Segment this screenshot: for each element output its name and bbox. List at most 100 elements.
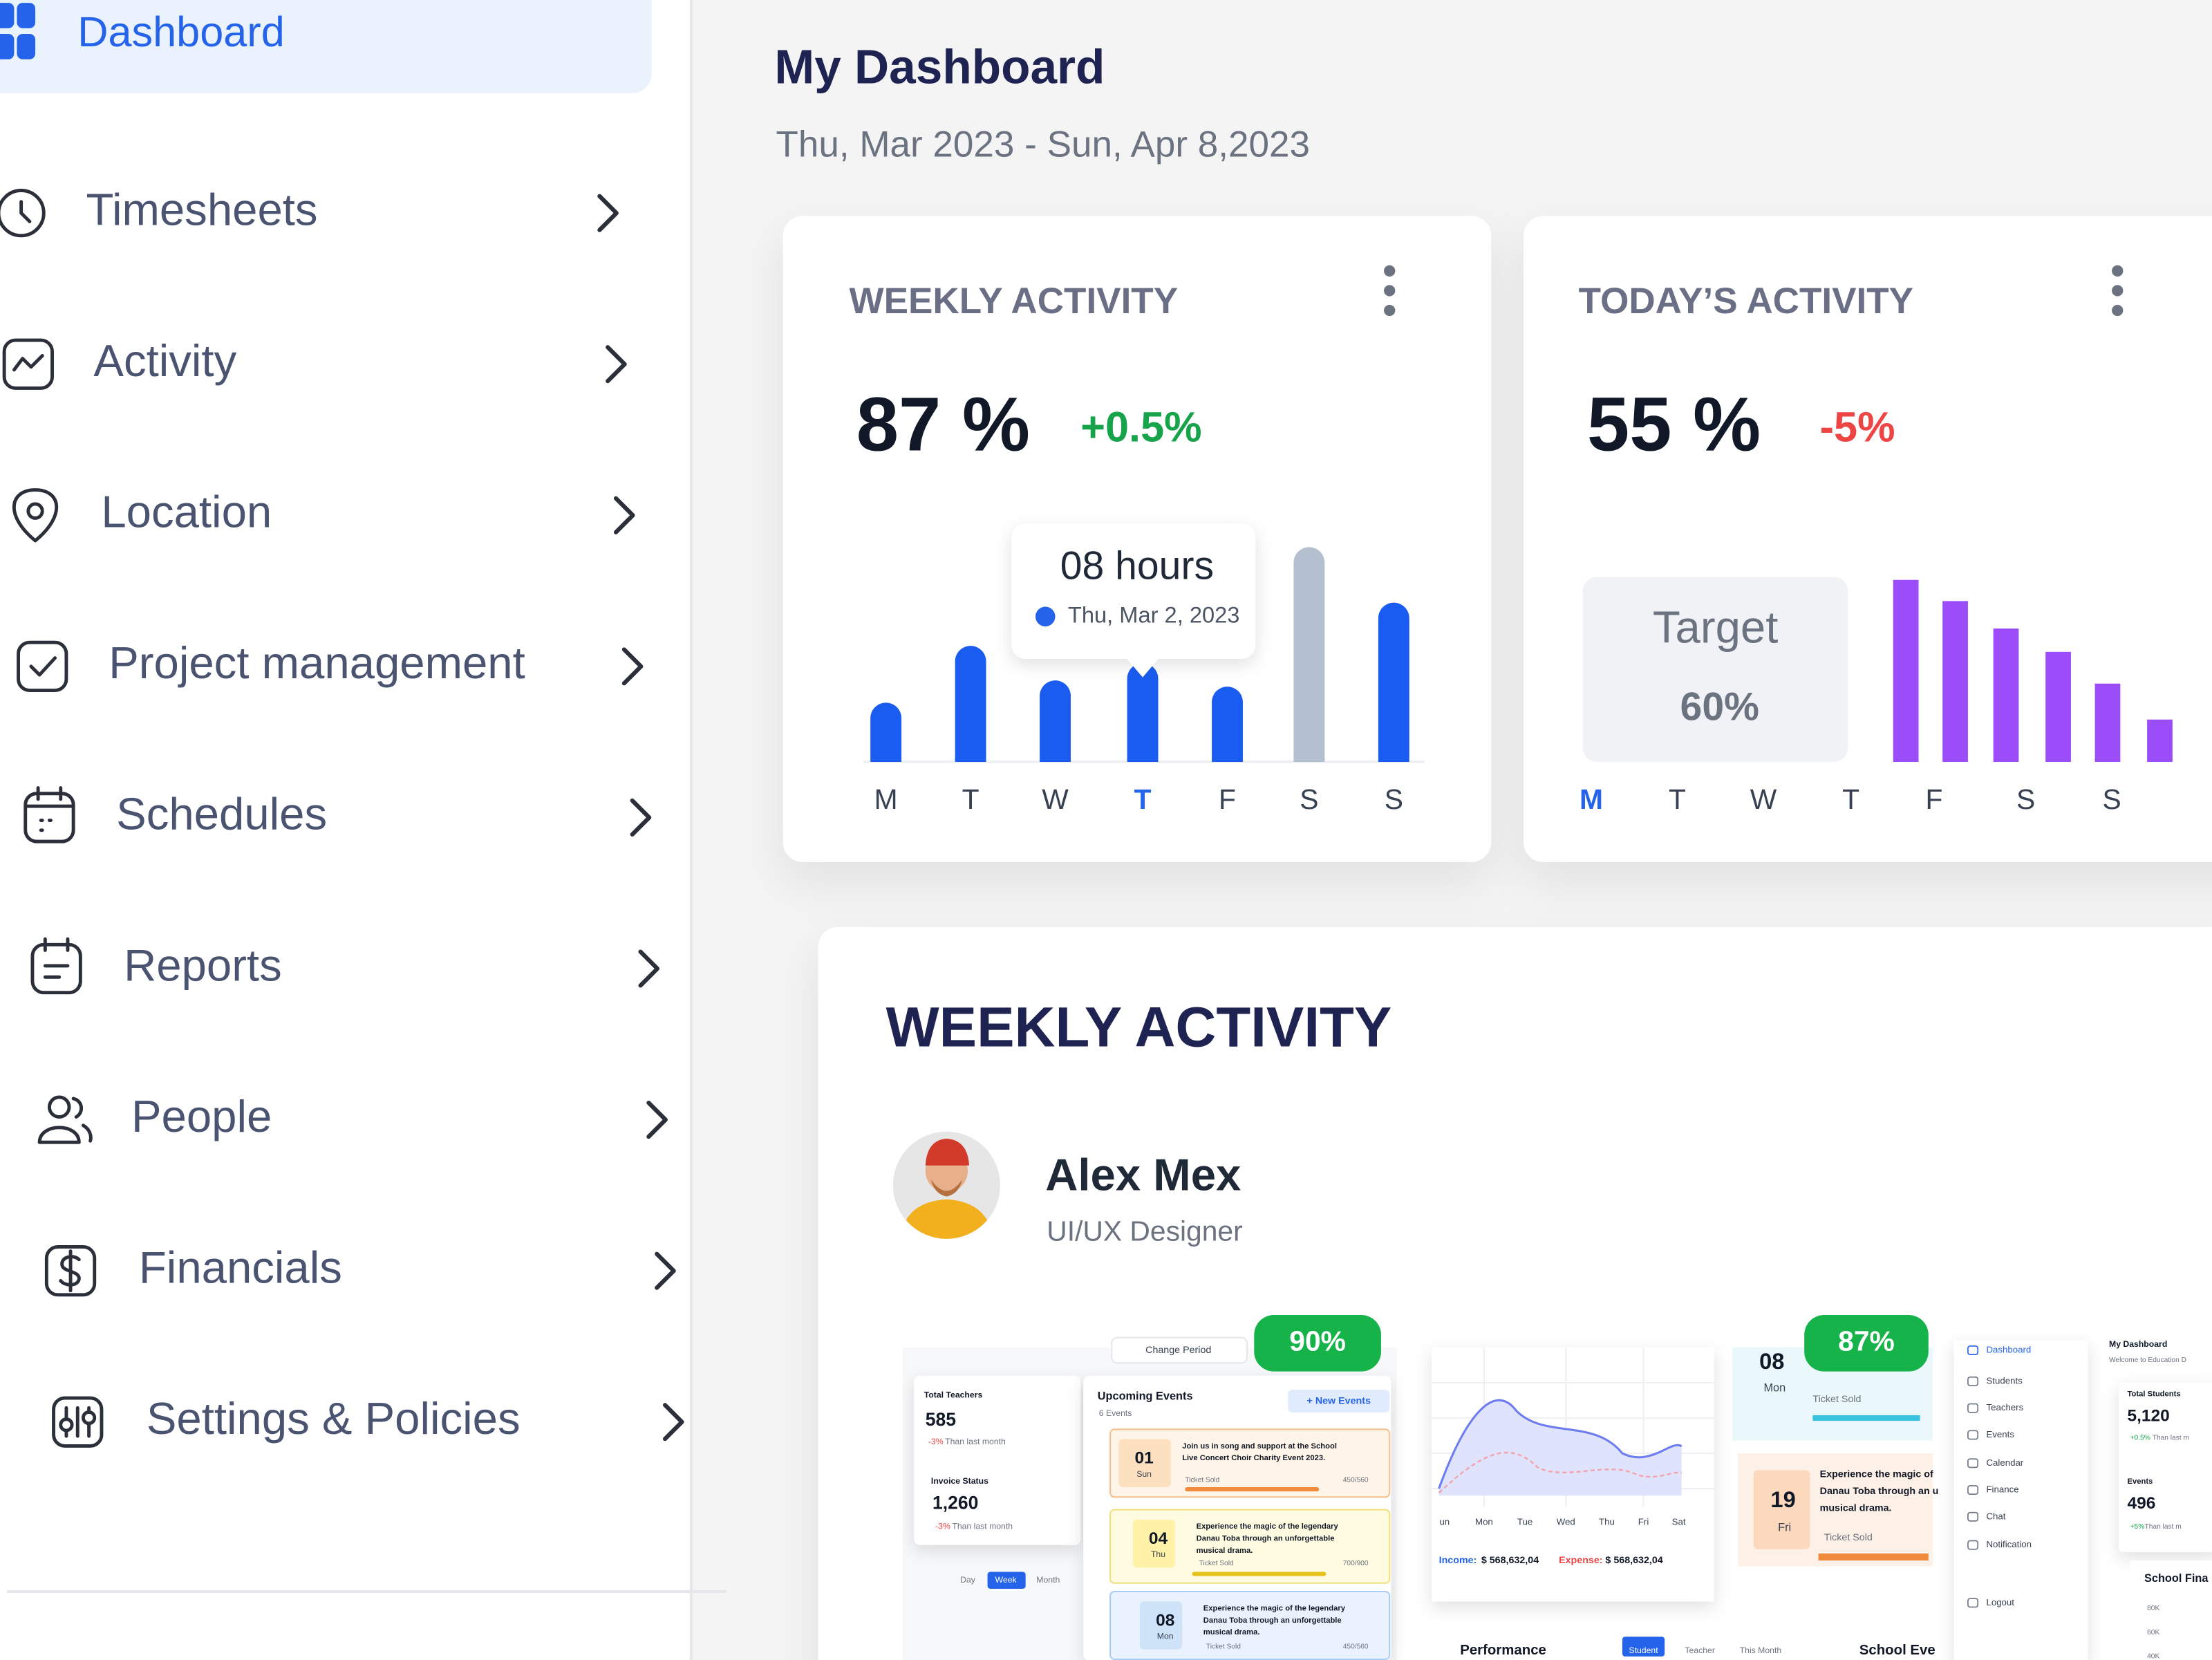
label: Change Period: [1145, 1345, 1211, 1356]
event-card: [1109, 1509, 1391, 1584]
label: Performance: [1460, 1643, 1546, 1658]
card-change: -5%: [1820, 404, 1895, 451]
label: Live Concert Choir Charity Event 2023.: [1182, 1454, 1325, 1462]
card-change: +0.5%: [1080, 404, 1201, 451]
chevron: [638, 949, 660, 988]
label: Experience the magic of the legendary: [1197, 1522, 1339, 1531]
label: Teacher: [1685, 1645, 1715, 1655]
date-range: Thu, Mar 2023 - Sun, Apr 8,2023: [776, 124, 1310, 165]
label: -3%: [935, 1521, 950, 1531]
label: musical drama.: [1197, 1547, 1253, 1555]
nav-item[interactable]: People: [131, 1091, 272, 1141]
chevron: [597, 194, 619, 232]
menu-icon: [1967, 1511, 1979, 1522]
x-tick-label: S: [2016, 783, 2035, 815]
tooltip-value: 08 hours: [1060, 544, 1214, 588]
stats-panel: [914, 1375, 1081, 1545]
bar: [1993, 628, 2019, 763]
x-tick-label: W: [1042, 783, 1069, 815]
menu-dots[interactable]: [1384, 265, 1396, 317]
label: Experience the magic of: [1820, 1468, 1933, 1480]
date-box: [1118, 1439, 1171, 1488]
nav-icon: [17, 640, 68, 693]
section-title: WEEKLY ACTIVITY: [886, 996, 1392, 1059]
x-tick-label: S: [2102, 783, 2121, 815]
card-value: 87 %: [856, 382, 1030, 467]
progress: [1818, 1553, 1929, 1561]
label: Notification: [1986, 1539, 2032, 1549]
menu-icon: [1967, 1598, 1979, 1608]
nav-item[interactable]: Schedules: [116, 789, 327, 839]
label: Mon: [1475, 1517, 1493, 1527]
change-period[interactable]: [1111, 1336, 1248, 1364]
nav-item[interactable]: Settings & Policies: [147, 1393, 521, 1444]
nav-item[interactable]: Location: [101, 487, 272, 537]
nav-item[interactable]: Timesheets: [86, 184, 318, 234]
chevron: [646, 1101, 668, 1139]
nav-item[interactable]: Project management: [109, 637, 525, 688]
active-tab[interactable]: [1622, 1636, 1665, 1657]
label: Ticket Sold: [1812, 1394, 1861, 1405]
preview-line: [1438, 1451, 1682, 1494]
tooltip-date: Thu, Mar 2, 2023: [1068, 601, 1240, 627]
label: Dashboard: [1986, 1345, 2031, 1355]
label: Than last m: [2153, 1434, 2189, 1442]
menu-icon: [1967, 1540, 1979, 1550]
chevron: [662, 1403, 684, 1442]
preview-line: [1438, 1399, 1683, 1489]
label: Total Teachers: [924, 1390, 983, 1400]
label: 60K: [2147, 1629, 2159, 1636]
nav-item[interactable]: Activity: [93, 335, 236, 386]
label: 450/560: [1343, 1476, 1369, 1484]
label: Month: [1036, 1575, 1060, 1585]
label: Fri: [1638, 1517, 1649, 1527]
label: 700/900: [1343, 1560, 1369, 1567]
label: Welcome to Education D: [2109, 1356, 2186, 1364]
bar: [1942, 601, 1968, 763]
label: Thu: [1151, 1549, 1165, 1559]
nav-icon: [2, 338, 54, 390]
progress: [1192, 1572, 1327, 1576]
label: Danau Toba through an unforgettable: [1203, 1616, 1342, 1625]
target-value: 60%: [1680, 685, 1759, 729]
label: +0.5%: [2130, 1434, 2150, 1442]
new-events-button[interactable]: [1288, 1390, 1390, 1412]
x-tick-label: W: [1750, 783, 1777, 815]
nav-icon: [0, 189, 46, 238]
label: Income:: [1439, 1555, 1477, 1566]
nav-item[interactable]: Reports: [124, 940, 282, 990]
label: $ 568,632,04: [1481, 1555, 1539, 1566]
label: Week: [995, 1575, 1018, 1585]
active-item[interactable]: [0, 0, 652, 93]
menu-dots[interactable]: [2112, 265, 2124, 317]
page-title: My Dashboard: [774, 39, 1105, 93]
x-tick-label: F: [1219, 783, 1236, 815]
label: 80K: [2147, 1605, 2159, 1612]
label: Mon: [1157, 1632, 1174, 1641]
nav-icon: [37, 1095, 93, 1144]
label: un: [1439, 1517, 1450, 1527]
date-box: [1139, 1601, 1183, 1650]
badge: 90%: [1289, 1325, 1346, 1357]
badge: [1804, 1315, 1929, 1372]
chevron: [621, 647, 644, 686]
label: 585: [926, 1409, 956, 1430]
target-box: [1582, 577, 1848, 763]
bar: [1127, 663, 1159, 763]
label: 5,120: [2128, 1406, 2170, 1425]
card-value: 55 %: [1587, 382, 1761, 467]
menu-icon: [1967, 1458, 1979, 1468]
nav-item[interactable]: Financials: [139, 1242, 342, 1292]
x-tick-label: M: [1580, 783, 1603, 815]
preview-3-finance: [2130, 1560, 2212, 1660]
active-tab[interactable]: [987, 1572, 1026, 1589]
label: Logout: [1986, 1597, 2014, 1607]
nav-icon: [30, 937, 82, 995]
chevron: [630, 798, 652, 837]
label: Experience the magic of the legendary: [1203, 1604, 1346, 1612]
label: Than last m: [2145, 1523, 2182, 1531]
label: Ticket Sold: [1199, 1560, 1234, 1567]
bar: [2045, 651, 2071, 763]
